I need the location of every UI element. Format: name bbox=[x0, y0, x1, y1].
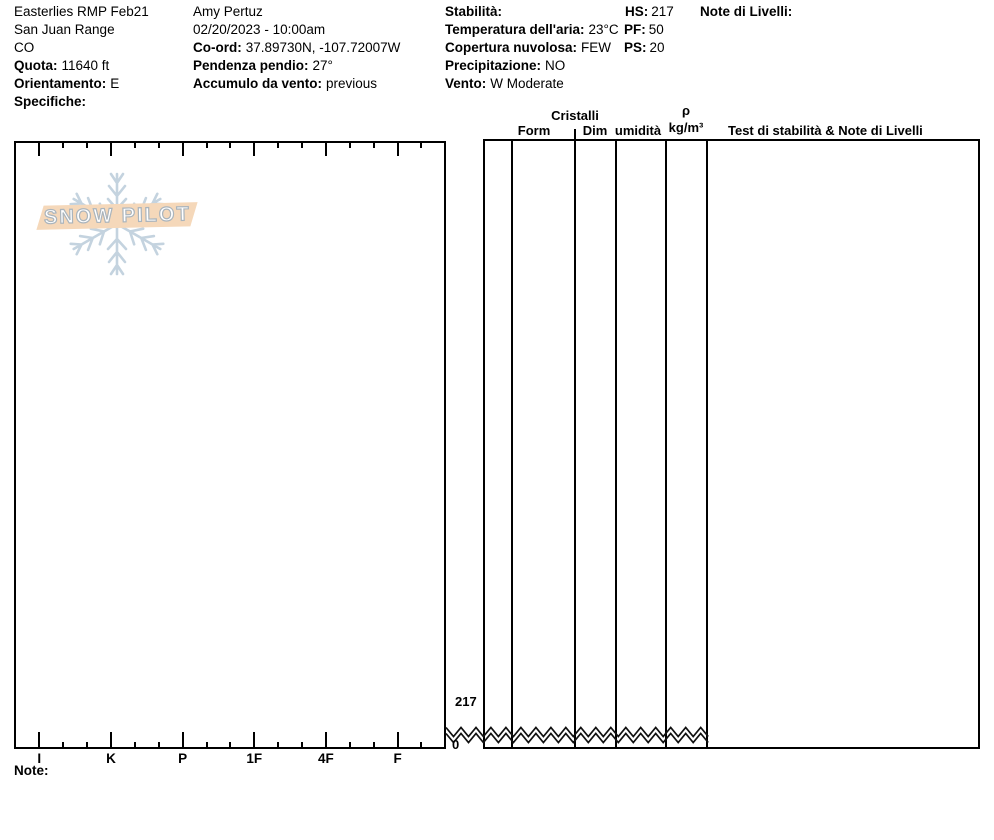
minor-tick-top bbox=[205, 141, 208, 148]
hardness-axis-label-P: P bbox=[178, 751, 188, 766]
ski-penetration-ps: PS: 20 bbox=[624, 40, 665, 55]
snow-height-hs: HS: 217 bbox=[625, 4, 674, 19]
column-divider-moisture-density bbox=[665, 139, 667, 749]
minor-tick-top bbox=[229, 141, 232, 148]
major-tick-bottom bbox=[253, 732, 256, 749]
crystals-group-tick bbox=[574, 129, 576, 139]
minor-tick-bottom bbox=[133, 742, 136, 749]
observer-name: Amy Pertuz bbox=[193, 4, 263, 19]
moisture-column-header: umidità bbox=[614, 123, 662, 138]
minor-tick-bottom bbox=[62, 742, 65, 749]
column-divider-form-dim bbox=[574, 139, 576, 749]
pit-aspect: Orientamento: E bbox=[14, 76, 120, 91]
footer-note-label: Note: bbox=[14, 763, 49, 778]
pit-state: CO bbox=[14, 40, 35, 55]
wind: Vento: W Moderate bbox=[445, 76, 564, 91]
hardness-profile-plot bbox=[14, 141, 446, 749]
minor-tick-top bbox=[301, 141, 304, 148]
major-tick-bottom bbox=[396, 732, 399, 749]
depth-ground-label: 0 bbox=[452, 737, 460, 752]
stability-tests-header: Test di stabilità & Note di Livelli bbox=[728, 123, 923, 138]
density-symbol-header: ρ bbox=[681, 103, 691, 118]
stability-field: Stabilità: bbox=[445, 4, 503, 19]
cloud-cover: Copertura nuvolosa: FEW bbox=[445, 40, 612, 55]
major-tick-top bbox=[38, 141, 41, 156]
density-unit-header: kg/m³ bbox=[668, 120, 704, 135]
crystals-group-header: Cristalli bbox=[551, 108, 599, 123]
pit-title: Easterlies RMP Feb21 bbox=[14, 4, 149, 19]
major-tick-bottom bbox=[181, 732, 184, 749]
column-divider-density-tests bbox=[706, 139, 708, 749]
minor-tick-top bbox=[277, 141, 280, 148]
minor-tick-bottom bbox=[229, 742, 232, 749]
minor-tick-bottom bbox=[86, 742, 89, 749]
minor-tick-bottom bbox=[348, 742, 351, 749]
slope-angle: Pendenza pendio: 27° bbox=[193, 58, 333, 73]
minor-tick-bottom bbox=[157, 742, 160, 749]
major-tick-bottom bbox=[109, 732, 112, 749]
pit-range: San Juan Range bbox=[14, 22, 115, 37]
layer-data-panel bbox=[483, 139, 980, 749]
major-tick-top bbox=[109, 141, 112, 156]
major-tick-bottom bbox=[324, 732, 327, 749]
hardness-axis-label-I: I bbox=[37, 751, 42, 766]
pit-specifics: Specifiche: bbox=[14, 94, 87, 109]
minor-tick-top bbox=[420, 141, 423, 148]
minor-tick-top bbox=[372, 141, 375, 148]
hardness-axis-label-1F: 1F bbox=[246, 751, 263, 766]
minor-tick-bottom bbox=[277, 742, 280, 749]
coordinates: Co-ord: 37.89730N, -107.72007W bbox=[193, 40, 401, 55]
layer-notes-header: Note di Livelli: bbox=[700, 4, 793, 19]
column-divider-depth-form bbox=[511, 139, 513, 749]
hardness-axis-label-K: K bbox=[106, 751, 116, 766]
minor-tick-top bbox=[157, 141, 160, 148]
major-tick-top bbox=[396, 141, 399, 156]
dim-column-header: Dim bbox=[582, 123, 608, 138]
pit-elevation: Quota: 11640 ft bbox=[14, 58, 110, 73]
minor-tick-bottom bbox=[301, 742, 304, 749]
minor-tick-bottom bbox=[205, 742, 208, 749]
minor-tick-top bbox=[133, 141, 136, 148]
hardness-axis-label-F: F bbox=[393, 751, 402, 766]
minor-tick-bottom bbox=[420, 742, 423, 749]
air-temperature: Temperatura dell'aria: 23°C bbox=[445, 22, 619, 37]
foot-penetration-pf: PF: 50 bbox=[624, 22, 664, 37]
major-tick-top bbox=[181, 141, 184, 156]
minor-tick-top bbox=[86, 141, 89, 148]
major-tick-top bbox=[253, 141, 256, 156]
major-tick-bottom bbox=[38, 732, 41, 749]
column-divider-dim-moisture bbox=[615, 139, 617, 749]
precipitation: Precipitazione: NO bbox=[445, 58, 566, 73]
minor-tick-top bbox=[348, 141, 351, 148]
minor-tick-top bbox=[62, 141, 65, 148]
major-tick-top bbox=[324, 141, 327, 156]
hardness-axis-label-4F: 4F bbox=[318, 751, 334, 766]
observation-datetime: 02/20/2023 - 10:00am bbox=[193, 22, 326, 37]
minor-tick-bottom bbox=[372, 742, 375, 749]
form-column-header: Form bbox=[517, 123, 551, 138]
depth-surface-label: 217 bbox=[455, 694, 477, 709]
wind-loading: Accumulo da vento: previous bbox=[193, 76, 378, 91]
